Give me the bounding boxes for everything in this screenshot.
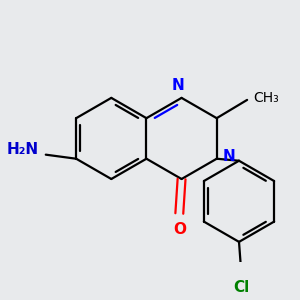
Text: CH₃: CH₃: [253, 91, 278, 105]
Text: N: N: [172, 78, 184, 93]
Text: N: N: [222, 149, 235, 164]
Text: O: O: [173, 223, 186, 238]
Text: H₂N: H₂N: [7, 142, 39, 157]
Text: Cl: Cl: [233, 280, 249, 295]
